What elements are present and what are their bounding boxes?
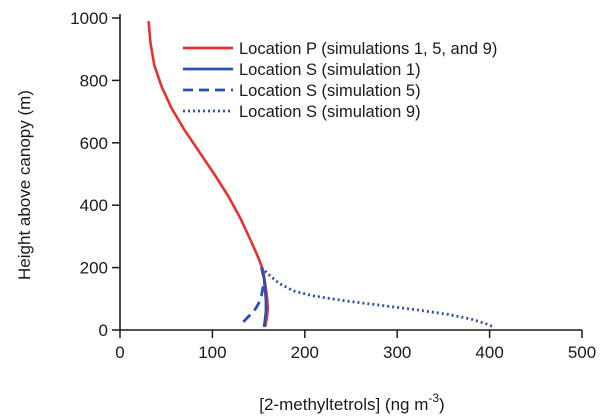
y-axis-title: Height above canopy (m): [15, 90, 34, 280]
x-tick-label: 100: [198, 343, 226, 362]
legend: Location P (simulations 1, 5, and 9) Loca…: [183, 40, 497, 121]
legend-label-1: Location P (simulations 1, 5, and 9): [239, 40, 497, 58]
series-layer: [147, 20, 494, 329]
y-tick-label: 400: [80, 196, 108, 215]
x-axis: 0 100 200 300 400 500: [115, 330, 596, 362]
series-line-4: [260, 266, 494, 329]
y-axis: 0 200 400 600 800 1000: [70, 9, 120, 340]
series-line-3: [239, 286, 265, 327]
legend-label-3: Location S (simulation 5): [239, 82, 421, 100]
y-tick-label: 600: [80, 134, 108, 153]
legend-label-2: Location S (simulation 1): [239, 61, 421, 79]
series-line-2: [260, 267, 268, 328]
x-axis-title: [2-methyltetrols] (ng m-3): [259, 391, 444, 414]
x-tick-label: 300: [383, 343, 411, 362]
x-tick-label: 0: [115, 343, 124, 362]
y-tick-label: 800: [80, 71, 108, 90]
y-tick-label: 1000: [70, 9, 108, 28]
x-tick-label: 200: [291, 343, 319, 362]
x-tick-label: 400: [475, 343, 503, 362]
y-tick-label: 0: [99, 321, 108, 340]
plot-frame: [119, 14, 582, 331]
x-axis-title-main: [2-methyltetrols] (ng m: [259, 395, 428, 414]
y-tick-label: 200: [80, 259, 108, 278]
x-axis-title-sup: -3: [428, 391, 439, 405]
legend-label-4: Location S (simulation 9): [239, 103, 421, 121]
x-axis-title-tail: ): [439, 395, 445, 414]
x-tick-label: 500: [568, 343, 596, 362]
